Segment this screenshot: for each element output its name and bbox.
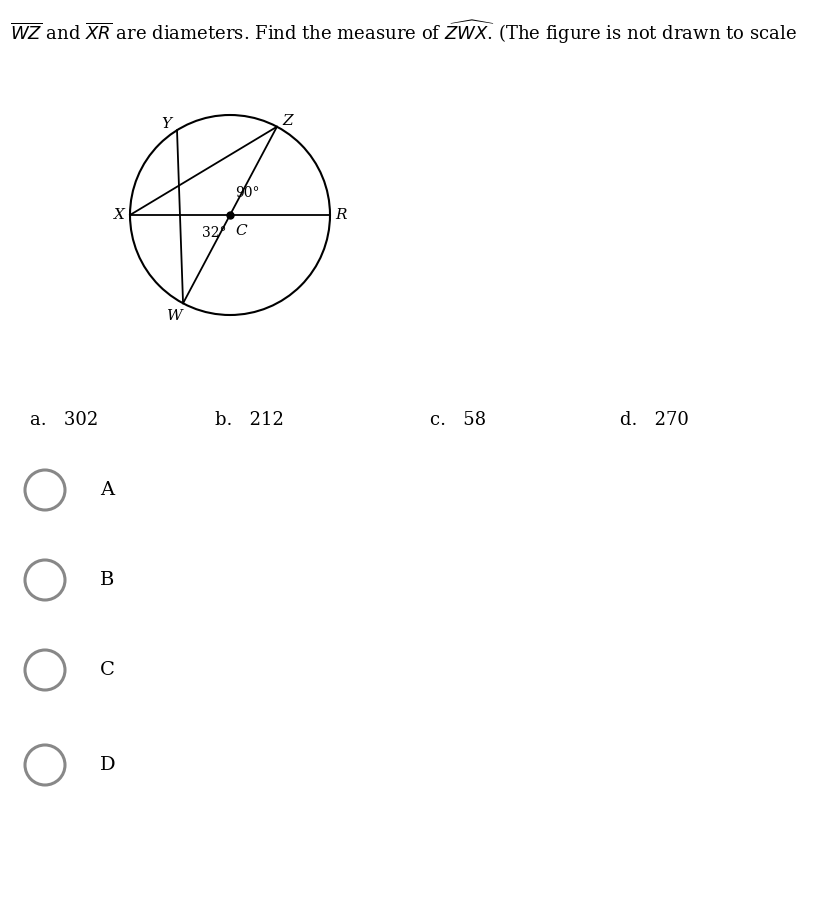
Text: C: C bbox=[235, 224, 247, 238]
Text: Z: Z bbox=[282, 114, 292, 128]
Text: 90°: 90° bbox=[235, 186, 259, 200]
Text: d.   270: d. 270 bbox=[619, 411, 688, 429]
Text: $\overline{WZ}$ and $\overline{XR}$ are diameters. Find the measure of $\widehat: $\overline{WZ}$ and $\overline{XR}$ are … bbox=[10, 18, 796, 46]
Text: 32°: 32° bbox=[201, 226, 226, 240]
Text: B: B bbox=[100, 571, 114, 589]
Text: W: W bbox=[167, 310, 183, 323]
Text: a.   302: a. 302 bbox=[30, 411, 98, 429]
Text: b.   212: b. 212 bbox=[215, 411, 283, 429]
Text: Y: Y bbox=[161, 118, 171, 131]
Text: A: A bbox=[100, 481, 114, 499]
Text: C: C bbox=[100, 661, 115, 679]
Text: X: X bbox=[114, 208, 124, 222]
Text: c.   58: c. 58 bbox=[429, 411, 486, 429]
Text: R: R bbox=[335, 208, 346, 222]
Text: D: D bbox=[100, 756, 115, 774]
